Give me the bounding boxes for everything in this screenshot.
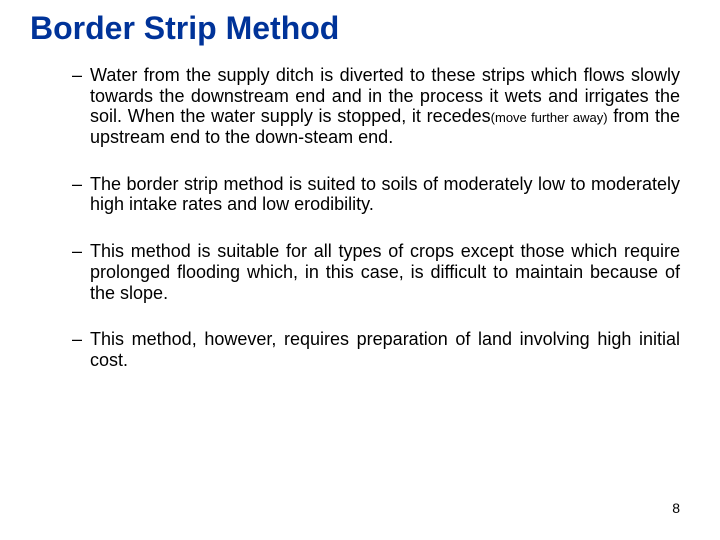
bullet-dash: – bbox=[72, 241, 82, 303]
page-number: 8 bbox=[672, 500, 680, 516]
bullet-dash: – bbox=[72, 65, 82, 148]
bullet-pre: The border strip method is suited to soi… bbox=[90, 174, 680, 215]
bullet-pre: This method is suitable for all types of… bbox=[90, 241, 680, 302]
bullet-inline-note: (move further away) bbox=[491, 110, 608, 125]
bullet-pre: This method, however, requires preparati… bbox=[90, 329, 680, 370]
bullet-dash: – bbox=[72, 329, 82, 370]
slide-title: Border Strip Method bbox=[30, 10, 680, 47]
bullet-text: This method, however, requires preparati… bbox=[90, 329, 680, 370]
bullet-dash: – bbox=[72, 174, 82, 215]
bullet-text: The border strip method is suited to soi… bbox=[90, 174, 680, 215]
bullet-text: Water from the supply ditch is diverted … bbox=[90, 65, 680, 148]
bullet-item: – This method, however, requires prepara… bbox=[72, 329, 680, 370]
bullet-item: – Water from the supply ditch is diverte… bbox=[72, 65, 680, 148]
slide: Border Strip Method – Water from the sup… bbox=[0, 0, 720, 540]
bullet-item: – The border strip method is suited to s… bbox=[72, 174, 680, 215]
bullet-text: This method is suitable for all types of… bbox=[90, 241, 680, 303]
bullet-item: – This method is suitable for all types … bbox=[72, 241, 680, 303]
